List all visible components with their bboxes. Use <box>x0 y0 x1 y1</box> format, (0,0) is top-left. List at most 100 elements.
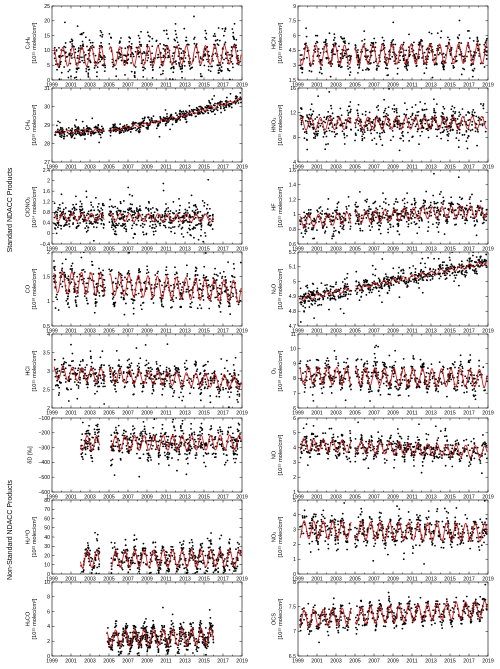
data-point <box>74 301 77 304</box>
data-point <box>300 68 303 70</box>
y-axis-label: CO[10¹⁸ molec/cm²] <box>25 268 38 309</box>
data-point <box>314 42 317 45</box>
data-point <box>471 58 474 61</box>
x-tick-label: 2001 <box>311 165 323 171</box>
data-point <box>176 41 179 44</box>
data-point <box>219 310 222 313</box>
data-point <box>443 233 446 236</box>
data-point <box>417 212 420 215</box>
data-point <box>228 105 231 107</box>
data-point <box>457 47 460 50</box>
data-point <box>202 274 205 277</box>
data-point <box>156 272 159 275</box>
data-point <box>98 45 101 47</box>
data-point <box>128 40 131 43</box>
data-point <box>114 230 117 233</box>
data-point <box>121 279 124 282</box>
data-point <box>185 288 188 291</box>
data-point <box>131 194 134 197</box>
data-point <box>348 105 351 108</box>
data-point <box>85 129 88 132</box>
data-point <box>159 296 162 299</box>
data-point <box>194 216 197 219</box>
data-point <box>118 40 121 43</box>
data-point <box>213 32 216 35</box>
data-point <box>132 236 135 239</box>
data-point <box>233 38 236 41</box>
data-point <box>96 213 99 216</box>
y-axis-label: ClONO₂[10¹⁴ molec/cm²] <box>25 186 38 227</box>
data-point <box>236 50 239 52</box>
data-point <box>101 132 104 134</box>
data-point <box>64 46 67 49</box>
data-point <box>384 198 387 200</box>
data-point <box>165 284 168 287</box>
data-point <box>172 65 175 68</box>
data-point <box>139 205 141 208</box>
data-point <box>108 221 111 223</box>
data-point <box>77 280 80 283</box>
data-point <box>138 126 141 129</box>
data-point <box>71 43 73 45</box>
data-point <box>417 279 420 281</box>
data-point <box>178 209 181 211</box>
data-point <box>466 219 469 222</box>
data-point <box>137 53 139 56</box>
data-point <box>434 128 437 131</box>
data-point <box>378 212 381 214</box>
data-point <box>472 217 474 219</box>
data-point <box>94 131 97 134</box>
data-point <box>131 122 134 125</box>
data-point <box>133 74 136 77</box>
data-point <box>62 49 64 52</box>
x-tick-label: 2019 <box>236 165 248 171</box>
data-point <box>300 123 303 126</box>
data-point <box>217 292 220 295</box>
data-point <box>432 98 435 101</box>
data-point <box>475 210 477 213</box>
data-point <box>125 124 128 126</box>
data-point <box>177 225 180 228</box>
data-point <box>466 137 469 139</box>
data-point <box>372 202 375 205</box>
data-point <box>164 226 167 229</box>
y-tick-label: 7.5 <box>289 19 296 25</box>
data-point <box>205 207 208 210</box>
group-label-standard: Standard NDACC Products <box>7 167 14 252</box>
data-point <box>198 105 201 108</box>
data-point <box>127 271 130 274</box>
data-point <box>186 111 188 114</box>
x-tick-label: 2017 <box>463 83 475 89</box>
x-tick-label: 2011 <box>406 165 417 171</box>
data-point <box>370 291 373 294</box>
data-point <box>65 299 68 302</box>
data-point <box>366 209 369 212</box>
data-point <box>69 62 72 65</box>
data-point <box>440 30 443 33</box>
data-point <box>485 54 488 57</box>
y-tick-label: 10 <box>44 48 50 54</box>
data-point <box>310 228 313 231</box>
data-point <box>239 261 242 264</box>
data-point <box>137 51 140 54</box>
data-point <box>206 212 209 215</box>
data-point <box>336 206 339 209</box>
data-point <box>395 111 398 114</box>
data-point <box>167 56 169 59</box>
data-point <box>411 203 413 206</box>
data-point <box>112 228 115 231</box>
data-point <box>200 225 203 228</box>
data-point <box>304 215 307 218</box>
data-point <box>124 276 126 279</box>
y-tick-label: 29 <box>44 123 50 129</box>
data-point <box>188 62 191 65</box>
data-point <box>368 111 371 114</box>
x-tick-label: 2015 <box>444 165 456 171</box>
data-point <box>398 296 401 299</box>
data-point <box>224 275 227 278</box>
data-point <box>466 147 469 150</box>
data-point <box>479 103 482 105</box>
data-point <box>357 71 359 74</box>
data-point <box>326 208 329 210</box>
